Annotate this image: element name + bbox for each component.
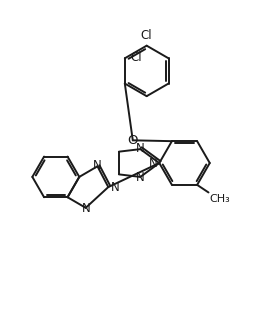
Text: N: N [136,171,145,184]
Text: O: O [127,134,138,147]
Text: Cl: Cl [130,50,142,64]
Text: N: N [82,202,90,215]
Text: N: N [149,157,158,169]
Text: N: N [93,159,102,172]
Text: Cl: Cl [141,29,152,42]
Text: N: N [136,142,145,155]
Text: CH₃: CH₃ [210,194,230,204]
Text: N: N [111,181,119,194]
